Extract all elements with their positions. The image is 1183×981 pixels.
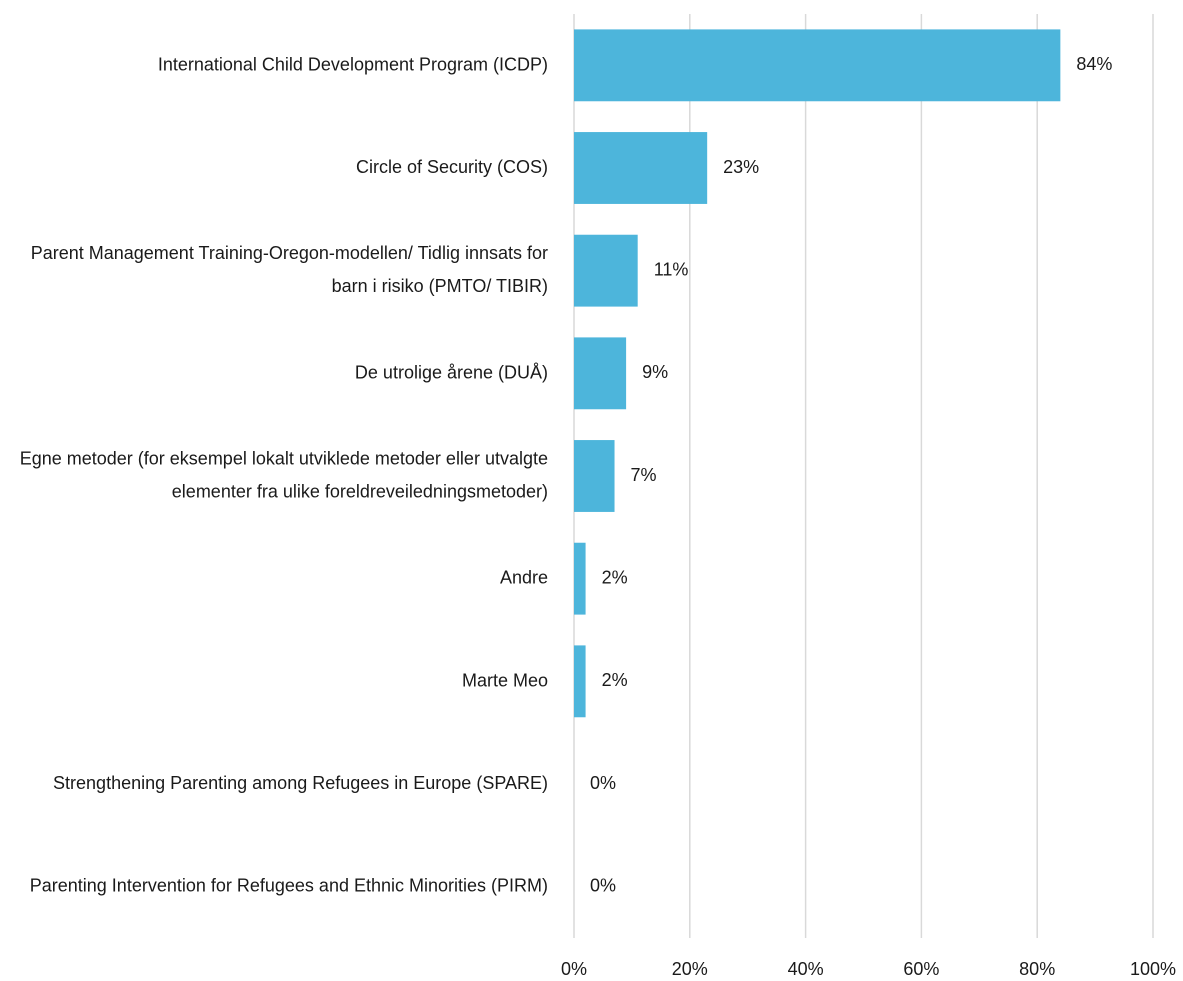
- x-tick-label: 80%: [1019, 959, 1055, 979]
- category-label: Marte Meo: [462, 670, 548, 690]
- x-tick-label: 100%: [1130, 959, 1176, 979]
- category-label: Parent Management Training-Oregon-modell…: [31, 243, 548, 296]
- bar: [574, 440, 615, 512]
- x-tick-label: 40%: [788, 959, 824, 979]
- bar: [574, 337, 627, 410]
- bar: [574, 542, 586, 615]
- value-label: 7%: [631, 465, 657, 485]
- value-label: 2%: [602, 670, 628, 690]
- value-label: 23%: [723, 157, 759, 177]
- category-label: Circle of Security (COS): [356, 157, 548, 177]
- category-label: De utrolige årene (DUÅ): [355, 362, 548, 382]
- x-tick-label: 60%: [903, 959, 939, 979]
- value-label: 84%: [1076, 54, 1112, 74]
- value-label: 9%: [642, 362, 668, 382]
- bar: [574, 645, 586, 718]
- value-label: 11%: [654, 259, 689, 279]
- category-label: Egne metoder (for eksempel lokalt utvikl…: [20, 448, 548, 501]
- category-label: International Child Development Program …: [158, 54, 548, 74]
- x-tick-label: 20%: [672, 959, 708, 979]
- bar: [574, 234, 638, 307]
- value-label: 2%: [602, 567, 628, 587]
- value-label: 0%: [590, 875, 616, 895]
- bar: [574, 29, 1061, 102]
- category-label: Parenting Intervention for Refugees and …: [30, 875, 548, 895]
- category-label: Strengthening Parenting among Refugees i…: [53, 773, 548, 793]
- category-label: Andre: [500, 567, 548, 587]
- bar: [574, 132, 708, 204]
- value-label: 0%: [590, 773, 616, 793]
- x-tick-label: 0%: [561, 959, 587, 979]
